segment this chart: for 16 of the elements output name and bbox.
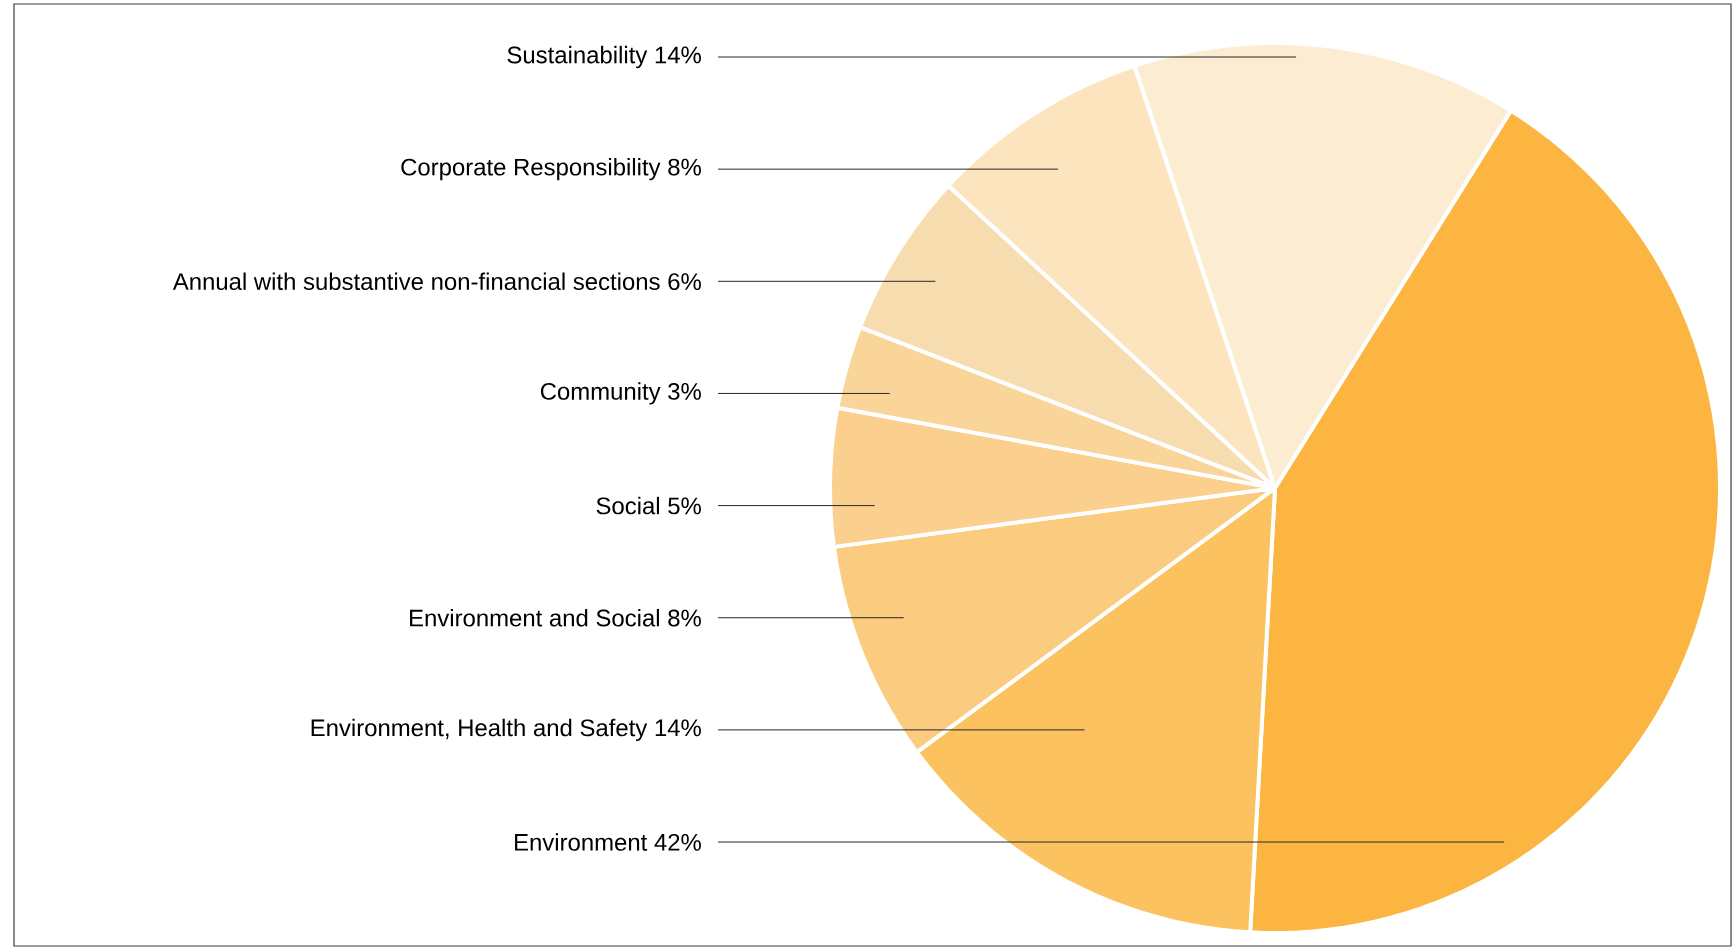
data-label: 6% (668, 273, 701, 291)
data-label: 5% (668, 497, 701, 515)
data-label: 14% (655, 719, 701, 737)
data-label: 3% (668, 382, 701, 400)
data-label: 14% (655, 46, 701, 64)
data-label: 8% (668, 609, 701, 627)
slice-label: Corporate Responsibility (401, 158, 661, 181)
slice-label: Social (596, 496, 660, 515)
slice-label: Sustainability (507, 45, 648, 69)
slice-label: Environment, Health and Safety (311, 718, 648, 742)
slice-label: Environment and Social (410, 608, 659, 627)
slice-label: Community (540, 382, 661, 405)
slice-label: Environment (515, 833, 648, 851)
slice-label: Annual with substantive non-financial sections (172, 272, 660, 291)
data-label: 42% (654, 833, 701, 851)
data-label: 8% (668, 158, 701, 176)
